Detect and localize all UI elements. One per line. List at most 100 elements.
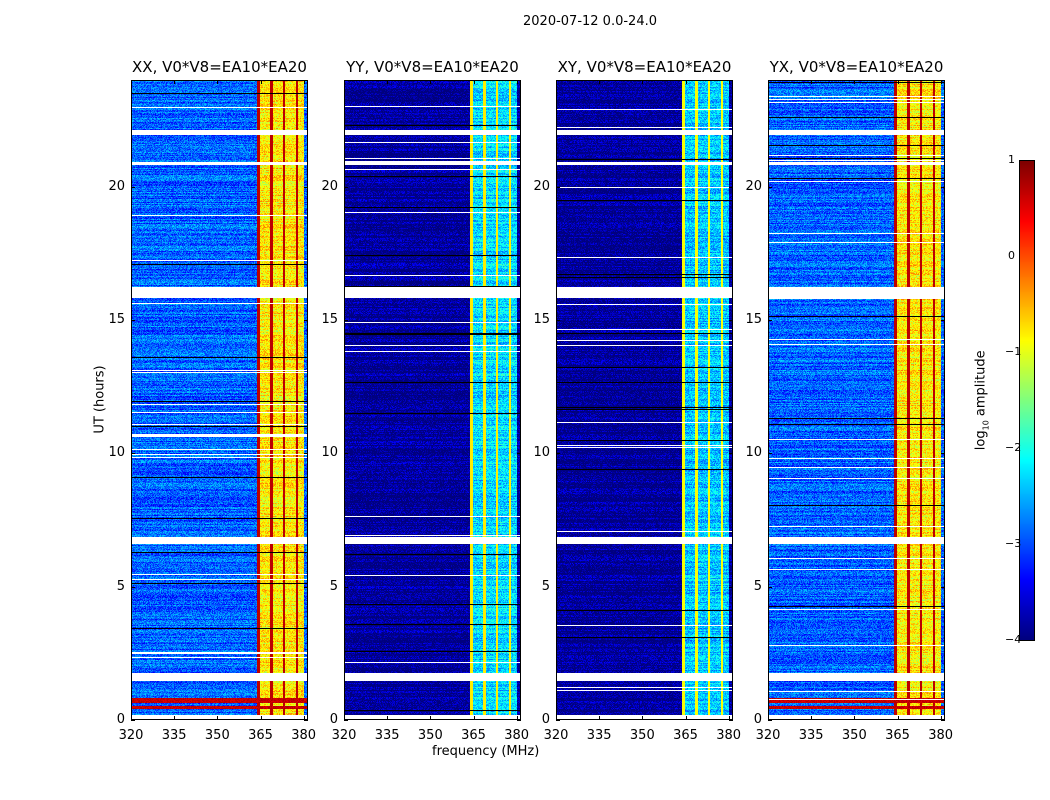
x-tick-mark [685,80,687,84]
x-tick-mark [811,80,813,84]
colorbar-tick-label: −2 [1005,441,1022,454]
y-tick-mark [344,453,348,455]
y-tick-label: 10 [533,445,550,461]
x-tick-label: 335 [374,728,400,743]
colorbar-tick-label: −3 [1005,537,1022,550]
y-tick-label: 10 [108,445,125,461]
y-tick-label: 0 [753,712,762,727]
x-tick-mark [940,716,942,720]
x-tick-label: 380 [291,728,317,743]
x-tick-mark [768,80,769,84]
y-tick-mark [131,320,135,321]
y-tick-mark [941,586,945,588]
y-tick-mark [517,586,521,588]
x-tick-mark [940,80,942,84]
y-tick-mark [768,453,772,455]
y-tick-label: 20 [533,178,550,194]
x-tick-mark [642,80,644,84]
x-tick-mark [344,716,345,720]
x-tick-mark [728,80,730,84]
x-tick-mark [897,80,899,84]
panel-title: YX, V0*V8=EA10*EA20 [769,58,944,76]
y-tick-mark [344,186,348,188]
colorbar [1019,160,1035,641]
y-tick-label: 5 [329,578,338,594]
y-tick-mark [304,186,308,188]
x-tick-mark [556,80,557,84]
x-tick-label: 365 [461,728,486,743]
y-tick-mark [517,720,521,721]
heatmap-image [768,80,945,720]
y-tick-mark [304,586,308,588]
y-tick-mark [344,320,348,321]
panel-2: YY, V0*V8=EA10*EA20 320 335 350 365 380 0 5 10 15… [321,58,529,743]
y-tick-mark [304,320,308,321]
y-tick-mark [556,186,560,188]
y-tick-mark [131,453,135,455]
y-tick-label: 15 [321,312,338,327]
x-tick-label: 320 [118,728,144,743]
y-tick-mark [304,453,308,455]
y-tick-label: 15 [533,312,550,327]
y-tick-mark [556,320,560,321]
heatmap-image [344,80,521,720]
x-tick-mark [811,716,813,720]
colorbar-tick-label: −1 [1005,345,1022,358]
x-tick-mark [599,716,601,720]
y-tick-mark [304,720,308,721]
heatmap-image [131,80,308,720]
x-tick-label: 320 [543,728,569,743]
x-tick-mark [854,80,856,84]
x-tick-label: 335 [586,728,612,743]
y-tick-mark [344,586,348,588]
y-tick-mark [768,720,772,721]
x-tick-label: 365 [673,728,698,743]
figure-title: 2020-07-12 0.0-24.0 [523,14,657,29]
y-tick-label: 5 [753,578,762,594]
colorbar-tick-label: 0 [1008,249,1015,262]
heatmap-image [556,80,733,720]
y-tick-mark [768,320,772,321]
y-tick-mark [729,186,733,188]
y-tick-mark [131,586,135,588]
x-tick-mark [174,716,176,720]
x-axis-label: frequency (MHz) [432,744,540,759]
y-tick-mark [517,320,521,321]
y-tick-label: 0 [541,712,550,727]
y-tick-label: 0 [329,712,338,727]
y-tick-label: 15 [108,312,125,327]
panel-title: XX, V0*V8=EA10*EA20 [132,58,307,76]
x-tick-label: 350 [629,728,655,743]
x-tick-mark [516,80,518,84]
y-tick-label: 10 [321,445,338,461]
x-tick-mark [303,716,305,720]
y-tick-label: 5 [541,578,550,594]
y-tick-mark [517,453,521,455]
y-tick-mark [131,720,135,721]
x-tick-mark [854,716,856,720]
x-tick-mark [387,80,389,84]
y-tick-mark [941,453,945,455]
x-tick-label: 365 [248,728,273,743]
x-tick-mark [685,716,687,720]
y-tick-mark [768,186,772,188]
x-tick-mark [217,80,219,84]
x-tick-mark [642,716,644,720]
y-tick-mark [768,586,772,588]
y-tick-mark [556,453,560,455]
panel-title: XY, V0*V8=EA10*EA20 [557,58,732,76]
y-tick-label: 5 [116,578,125,594]
x-tick-mark [217,716,219,720]
y-tick-label: 20 [108,178,125,194]
y-tick-label: 10 [745,445,762,461]
panel-4: YX, V0*V8=EA10*EA20 320 335 350 365 380 0 5 10 15… [745,58,953,743]
y-tick-mark [729,453,733,455]
x-tick-mark [516,716,518,720]
y-tick-label: 20 [745,178,762,194]
y-tick-mark [941,720,945,721]
x-tick-mark [174,80,176,84]
x-tick-mark [430,80,432,84]
y-tick-mark [556,586,560,588]
x-tick-label: 365 [885,728,910,743]
